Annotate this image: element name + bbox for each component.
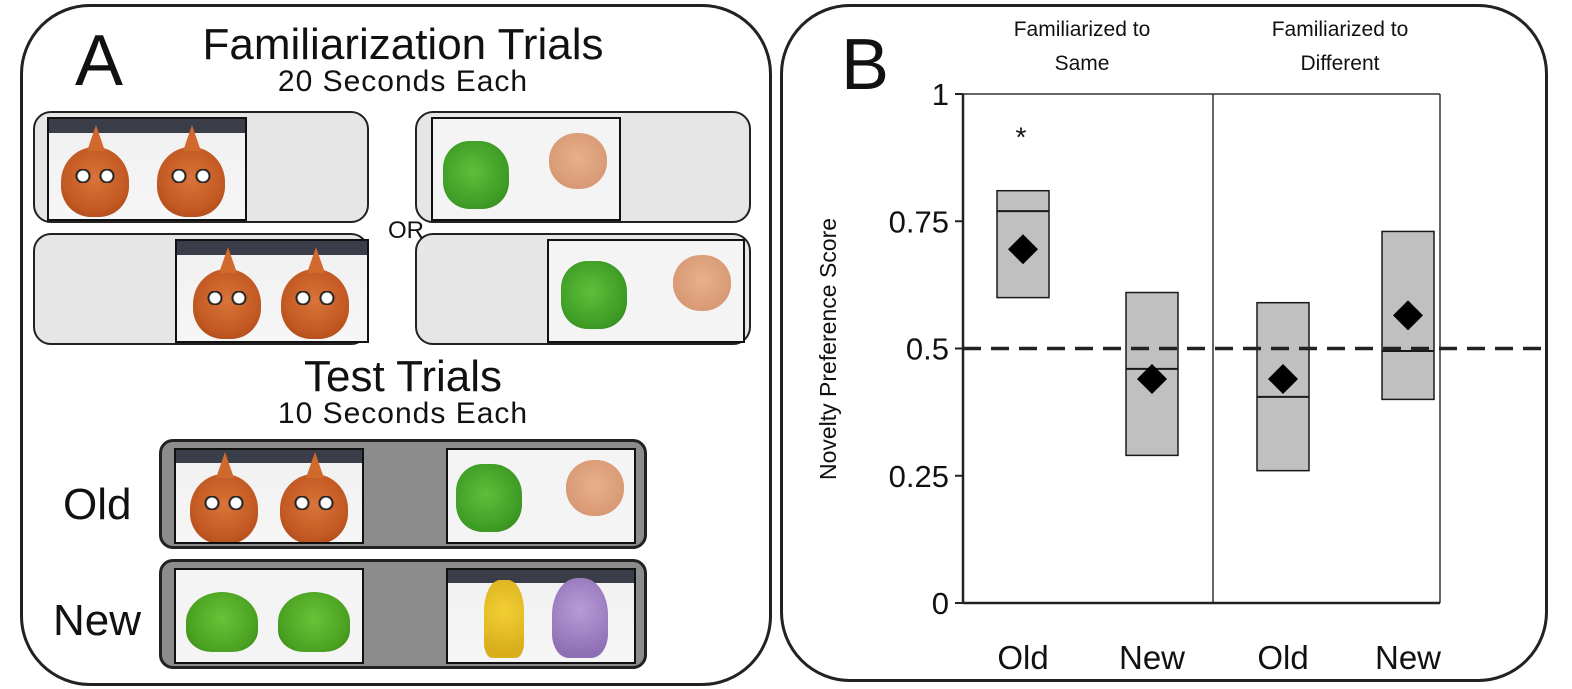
group-label: Different	[1301, 52, 1380, 75]
panel-b-letter: B	[841, 25, 890, 105]
familiarization-title: Familiarization Trials	[202, 20, 604, 69]
x-category-label: New	[1375, 639, 1441, 676]
box-iqr	[1125, 291, 1179, 457]
group-label: Familiarized to	[1014, 18, 1151, 41]
purple-toy-image	[552, 578, 608, 658]
group-label: Familiarized to	[1272, 18, 1409, 41]
clown-toy-image	[190, 452, 258, 542]
familiarization-same-top	[33, 111, 369, 223]
old-test-label: Old	[63, 480, 132, 529]
y-tick-label: 0.25	[889, 459, 949, 494]
x-category-label: Old	[1257, 639, 1308, 676]
pig-toy-image	[566, 460, 624, 516]
test-title: Test Trials	[303, 352, 503, 401]
old-test-trial	[159, 439, 647, 549]
mean-marker	[1008, 234, 1038, 265]
clown-toy-image	[61, 125, 129, 217]
mean-marker	[1268, 364, 1298, 395]
familiarization-subtitle: 20 Seconds Each	[277, 65, 529, 98]
clown-toy-image	[193, 247, 261, 339]
y-axis-label: Novelty Preference Score	[815, 218, 841, 480]
y-tick-label: 0.5	[906, 332, 949, 367]
panel-a-letter: A	[75, 21, 124, 101]
new-test-trial	[159, 559, 647, 669]
test-subtitle: 10 Seconds Each	[277, 397, 529, 430]
chart-layer: 0 0.25 0.5 0.75 1 Novelty Preference Score Fam…	[815, 18, 1548, 676]
mean-marker	[1137, 364, 1167, 395]
yellow-toy-image	[484, 580, 524, 658]
green-frog-toy-image	[456, 464, 522, 532]
mean-marker	[1393, 300, 1423, 331]
clown-toy-image	[281, 247, 349, 339]
clown-pair-photo	[175, 239, 369, 343]
frog-pig-photo	[547, 239, 745, 343]
y-tick-label: 0.75	[889, 204, 949, 239]
y-tick-label: 1	[932, 77, 949, 112]
x-category-label: Old	[997, 639, 1048, 676]
green-frog-toy-image	[278, 592, 350, 652]
x-category-label: New	[1119, 639, 1185, 676]
pig-toy-image	[549, 133, 607, 189]
clown-pair-photo	[174, 448, 364, 544]
significance-asterisk: *	[1016, 122, 1027, 153]
familiarization-different-top	[415, 111, 751, 223]
green-frog-toy-image	[186, 592, 258, 652]
panel-a: A Familiarization Trials 20 Seconds Each…	[20, 4, 772, 686]
pig-toy-image	[673, 255, 731, 311]
new-test-label: New	[53, 596, 142, 645]
frog-pig-photo	[446, 448, 636, 544]
green-frog-toy-image	[561, 261, 627, 329]
green-frog-toy-image	[443, 141, 509, 209]
y-tick-label: 0	[932, 586, 949, 621]
clown-toy-image	[157, 125, 225, 217]
clown-pair-photo	[47, 117, 247, 221]
yellow-purple-toys-photo	[446, 568, 636, 664]
group-label: Same	[1055, 52, 1110, 75]
green-frogs-photo	[174, 568, 364, 664]
familiarization-different-bottom	[415, 233, 751, 345]
familiarization-same-bottom	[33, 233, 369, 345]
clown-toy-image	[280, 452, 348, 542]
frog-pig-photo	[431, 117, 621, 221]
